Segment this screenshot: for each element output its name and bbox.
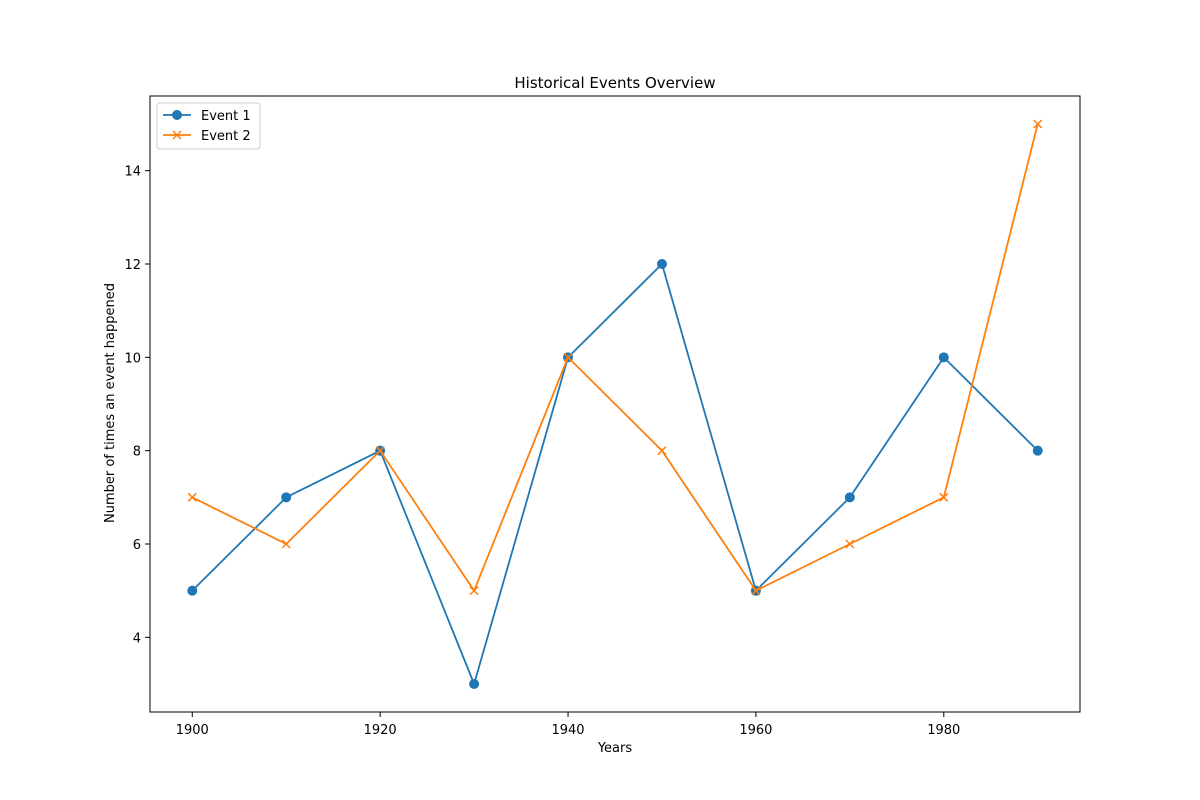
- x-axis: 1900 1920 1940 1960 1980: [176, 712, 960, 738]
- x-axis-title: Years: [597, 741, 633, 756]
- legend-item-2-marker-swatch-stroke-b: [172, 130, 182, 140]
- x-tick-label: 1940: [551, 723, 584, 738]
- series-2-point: [469, 586, 479, 596]
- y-tick-label: 6: [133, 538, 141, 553]
- y-axis-title: Number of times an event happened: [103, 283, 118, 523]
- y-tick-label: 10: [124, 351, 141, 366]
- series-2-point-stroke-b: [751, 586, 761, 596]
- chart-title: Historical Events Overview: [514, 74, 715, 92]
- series-2-point: [563, 352, 573, 362]
- series-2-point: [939, 492, 949, 502]
- x-tick-label: 1920: [364, 723, 397, 738]
- series-2-line: [191, 123, 1039, 592]
- series-2-point: [751, 586, 761, 596]
- series-2-point-stroke-b: [281, 539, 291, 549]
- series-2-point-stroke-b: [187, 492, 197, 502]
- series-1-point: [1032, 445, 1043, 456]
- series-layer: [187, 119, 1043, 689]
- series-2-point-stroke-b: [657, 446, 667, 456]
- y-tick-label: 12: [124, 258, 141, 273]
- x-tick-label: 1900: [176, 723, 209, 738]
- y-axis: 4 6 8 10 12 14: [124, 165, 150, 646]
- y-tick-label: 4: [133, 631, 141, 646]
- series-2-point: [657, 446, 667, 456]
- legend-item-2-label: Event 2: [201, 129, 251, 144]
- series-2-point-stroke-b: [1033, 119, 1043, 129]
- series-2: [187, 119, 1043, 596]
- series-1-point: [938, 352, 949, 363]
- series-1-point: [281, 492, 292, 503]
- y-tick-label: 14: [124, 165, 141, 180]
- legend-item-2-marker-swatch: [172, 130, 182, 140]
- y-tick-label: 8: [133, 445, 141, 460]
- series-2-point-stroke-b: [375, 446, 385, 456]
- series-2-point: [1033, 119, 1043, 129]
- series-2-point-stroke-b: [469, 586, 479, 596]
- series-2-point: [281, 539, 291, 549]
- legend-item-1: Event 1: [163, 109, 251, 124]
- series-1-point: [656, 259, 667, 269]
- series-1: [187, 259, 1043, 689]
- series-1-point: [187, 585, 198, 596]
- series-2-point: [845, 539, 855, 549]
- series-2-point-stroke-b: [939, 492, 949, 502]
- plot-area-frame: [149, 95, 1081, 713]
- series-1-line: [191, 263, 1039, 685]
- x-tick-label: 1980: [927, 723, 960, 738]
- legend: Event 1 Event 2: [156, 102, 261, 150]
- series-1-point: [469, 679, 480, 689]
- legend-item-1-marker-swatch: [172, 110, 182, 120]
- legend-item-1-label: Event 1: [201, 109, 251, 124]
- legend-item-2: Event 2: [163, 129, 251, 144]
- series-2-point-stroke-b: [563, 352, 573, 362]
- series-2-point-stroke-b: [845, 539, 855, 549]
- x-tick-label: 1960: [739, 723, 772, 738]
- series-2-point: [187, 492, 197, 502]
- series-2-point: [375, 446, 385, 456]
- series-1-point: [844, 492, 855, 503]
